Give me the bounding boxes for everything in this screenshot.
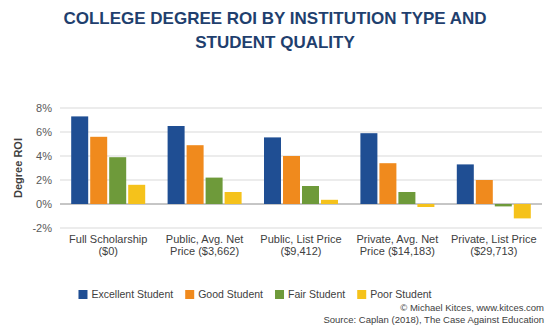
legend-swatch bbox=[185, 290, 194, 299]
x-tick-label: Public, Avg. NetPrice ($3,662) bbox=[166, 233, 243, 257]
bar bbox=[495, 204, 512, 206]
legend-item: Fair Student bbox=[275, 288, 345, 300]
bar bbox=[90, 137, 107, 204]
bar bbox=[417, 204, 434, 207]
grid-line bbox=[60, 156, 542, 157]
grid-line bbox=[60, 228, 542, 229]
bar bbox=[360, 133, 377, 204]
x-tick-label: Private, List Price($29,713) bbox=[451, 233, 537, 257]
legend-swatch bbox=[275, 290, 284, 299]
bar bbox=[187, 145, 204, 204]
legend-item: Poor Student bbox=[357, 288, 431, 300]
y-tick-label: -2% bbox=[32, 222, 52, 234]
bar bbox=[321, 200, 338, 204]
grid-line bbox=[60, 108, 542, 109]
bars bbox=[71, 116, 531, 218]
y-tick-label: 2% bbox=[36, 174, 52, 186]
bar bbox=[283, 156, 300, 204]
legend-item: Excellent Student bbox=[78, 288, 173, 300]
annotation: Source: Caplan (2018), The Case Against … bbox=[323, 314, 544, 325]
x-tick-label: Public, List Price($9,412) bbox=[260, 233, 341, 257]
bar bbox=[457, 164, 474, 204]
bar bbox=[302, 186, 319, 204]
chart: COLLEGE DEGREE ROI BY INSTITUTION TYPE A… bbox=[0, 0, 550, 330]
bar bbox=[225, 192, 242, 204]
bar bbox=[128, 185, 145, 204]
grid bbox=[60, 108, 542, 228]
y-tick-label: 0% bbox=[36, 198, 52, 210]
x-tick-label: Full Scholarship($0) bbox=[69, 233, 147, 257]
legend-label: Excellent Student bbox=[91, 288, 173, 300]
y-tick-label: 8% bbox=[36, 102, 52, 114]
grid-line bbox=[60, 132, 542, 133]
legend-swatch bbox=[78, 290, 87, 299]
bar bbox=[71, 116, 88, 204]
y-axis-label: Degree ROI bbox=[12, 138, 24, 198]
legend: Excellent Student Good Student Fair Studen… bbox=[78, 288, 431, 300]
legend-label: Poor Student bbox=[370, 288, 431, 300]
bar bbox=[109, 157, 126, 204]
bar bbox=[476, 180, 493, 204]
x-tick-label: Private, Avg. NetPrice ($14,183) bbox=[357, 233, 439, 257]
legend-label: Fair Student bbox=[288, 288, 345, 300]
bar bbox=[379, 163, 396, 204]
annotation: © Michael Kitces, www.kitces.com bbox=[400, 302, 544, 313]
y-tick-label: 4% bbox=[36, 150, 52, 162]
bar bbox=[398, 192, 415, 204]
legend-item: Good Student bbox=[185, 288, 263, 300]
bar bbox=[264, 137, 281, 204]
bar bbox=[168, 126, 185, 204]
legend-swatch bbox=[357, 290, 366, 299]
bar bbox=[514, 204, 531, 218]
bar bbox=[206, 178, 223, 204]
title: COLLEGE DEGREE ROI BY INSTITUTION TYPE A… bbox=[63, 9, 486, 52]
y-tick-label: 6% bbox=[36, 126, 52, 138]
legend-label: Good Student bbox=[198, 288, 263, 300]
